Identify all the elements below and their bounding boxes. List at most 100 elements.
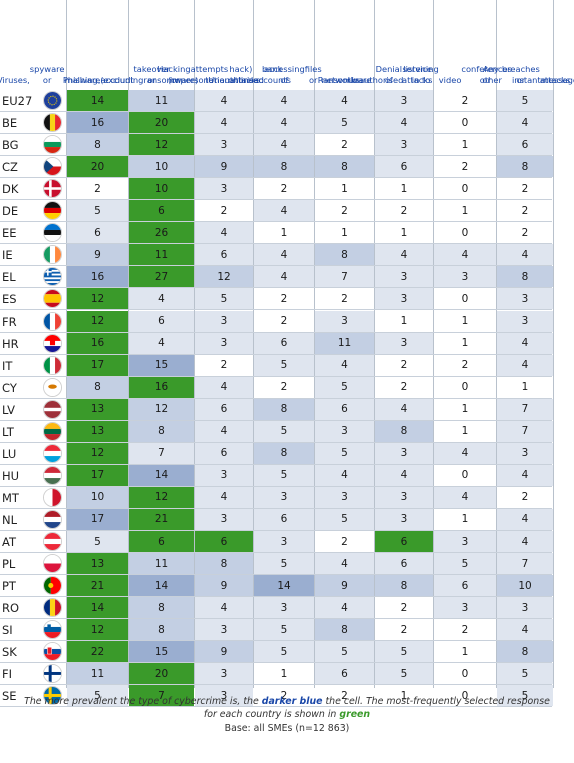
cell-ee-3: 1	[254, 222, 314, 244]
cell-hr-0: 16	[67, 332, 128, 354]
cell-cz-3: 8	[254, 156, 314, 178]
cell-es-3: 2	[254, 288, 314, 310]
cell-cy-6: 0	[434, 376, 496, 398]
cell-it-0: 17	[67, 354, 128, 376]
cell-cz-0: 20	[67, 156, 128, 178]
cell-it-6: 2	[434, 354, 496, 376]
column-header-line: hack) online	[228, 64, 254, 85]
cell-fr-2: 3	[195, 310, 253, 332]
cell-lv-1: 12	[129, 398, 194, 420]
cell-dk-2: 3	[195, 178, 253, 200]
cell-cy-0: 8	[67, 376, 128, 398]
cell-bg-6: 1	[434, 134, 496, 156]
cell-at-4: 2	[315, 531, 374, 552]
column-header: Any other breaches or attacks	[480, 2, 570, 88]
cell-si-5: 2	[375, 619, 433, 641]
cell-si-3: 5	[254, 619, 314, 641]
cell-mt-7: 2	[497, 486, 553, 508]
cell-mt-1: 12	[129, 486, 194, 508]
cell-ro-0: 14	[67, 597, 128, 619]
cell-lv-7: 7	[497, 398, 553, 420]
cell-cy-7: 1	[497, 376, 553, 398]
cell-pl-7: 7	[497, 553, 553, 575]
row-divider	[0, 485, 552, 487]
column-header-line: video	[438, 74, 462, 85]
cell-es-2: 5	[195, 288, 253, 310]
cell-cy-1: 16	[129, 376, 194, 398]
row-divider	[0, 133, 552, 135]
row-divider	[0, 596, 552, 598]
row-label-pl: PL	[2, 557, 16, 572]
cell-fi-7: 5	[497, 663, 553, 685]
cell-sk-5: 5	[375, 641, 433, 663]
cell-pl-3: 5	[254, 553, 314, 575]
row-divider	[0, 618, 552, 620]
cell-lu-6: 4	[434, 442, 496, 464]
cell-fi-5: 5	[375, 663, 433, 685]
cell-fr-7: 3	[497, 310, 553, 332]
flag-be-icon	[43, 113, 62, 133]
column-header-line: ransomware)	[143, 74, 199, 85]
cell-fi-2: 3	[195, 663, 253, 685]
cell-lu-2: 6	[195, 442, 253, 464]
cell-lv-6: 1	[434, 398, 496, 420]
cell-eu27-4: 4	[315, 90, 374, 111]
row-label-ee: EE	[2, 226, 17, 241]
cell-at-0: 5	[67, 531, 128, 552]
column-divider	[314, 0, 315, 688]
caption-text-1a: The more prevalent the type of cybercrim…	[24, 696, 262, 707]
column-header-line: attacks	[539, 74, 571, 85]
cell-eu27-2: 4	[195, 90, 253, 111]
row-label-de: DE	[2, 204, 19, 219]
cell-se-2: 3	[195, 685, 253, 707]
cell-fi-3: 1	[254, 663, 314, 685]
cell-ie-6: 4	[434, 244, 496, 266]
row-label-ie: IE	[2, 248, 13, 263]
cell-dk-4: 1	[315, 178, 374, 200]
caption-text-1b: the cell. The most-frequently selected r…	[322, 696, 550, 707]
flag-nl-icon	[43, 509, 62, 529]
row-label-ro: RO	[2, 601, 20, 616]
cell-be-0: 16	[67, 112, 128, 134]
cell-si-7: 4	[497, 619, 553, 641]
column-header-line: Unauthorised	[208, 74, 264, 85]
flag-bg-icon	[43, 135, 62, 155]
cell-mt-6: 4	[434, 486, 496, 508]
cell-fr-4: 3	[315, 310, 374, 332]
cell-de-5: 2	[375, 200, 433, 222]
column-header-line: messages	[540, 74, 574, 85]
cell-pl-6: 5	[434, 553, 496, 575]
cell-se-0: 5	[67, 685, 128, 707]
row-divider	[0, 463, 552, 465]
row-label-fr: FR	[2, 314, 17, 329]
row-divider	[0, 552, 552, 553]
cell-it-1: 15	[129, 354, 194, 376]
cell-cz-4: 8	[315, 156, 374, 178]
cell-fi-4: 6	[315, 663, 374, 685]
column-header-line: networks	[321, 74, 360, 85]
row-label-sk: SK	[2, 645, 17, 660]
cell-fr-1: 6	[129, 310, 194, 332]
cell-ee-5: 1	[375, 222, 433, 244]
cell-nl-6: 1	[434, 508, 496, 530]
cell-sk-6: 1	[434, 641, 496, 663]
cell-pt-0: 21	[67, 575, 128, 597]
cell-de-1: 6	[129, 200, 194, 222]
cell-el-6: 3	[434, 266, 496, 288]
column-header-line: instant	[511, 74, 541, 85]
cell-dk-1: 10	[129, 178, 194, 200]
cell-es-1: 4	[129, 288, 194, 310]
row-label-si: SI	[2, 623, 13, 638]
cell-dk-7: 2	[497, 178, 553, 200]
column-header-line: attempts to	[190, 64, 229, 85]
cell-el-5: 3	[375, 266, 433, 288]
cell-cz-5: 6	[375, 156, 433, 178]
cell-ie-0: 9	[67, 244, 128, 266]
column-divider	[496, 0, 497, 688]
column-divider	[253, 0, 254, 688]
row-divider	[0, 397, 552, 399]
cell-hr-7: 4	[497, 332, 553, 354]
cell-el-7: 8	[497, 266, 553, 288]
cell-lt-6: 1	[434, 420, 496, 442]
cell-hu-2: 3	[195, 464, 253, 486]
